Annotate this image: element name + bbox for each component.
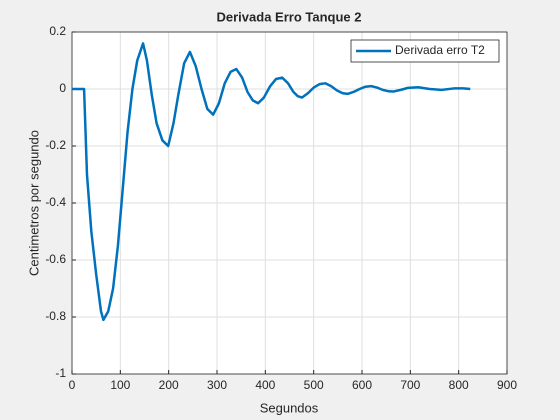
x-tick-label: 300 — [207, 378, 227, 392]
chart-title: Derivada Erro Tanque 2 — [217, 9, 362, 24]
legend-label: Derivada erro T2 — [395, 43, 485, 57]
y-tick-label: -0.8 — [45, 309, 66, 323]
y-tick-label: -0.4 — [45, 195, 66, 209]
x-tick-label: 600 — [352, 378, 372, 392]
legend-box — [350, 39, 500, 63]
x-tick-label: 100 — [110, 378, 130, 392]
y-tick-label: 0.2 — [49, 24, 66, 38]
x-tick-label: 700 — [400, 378, 420, 392]
x-tick-label: 500 — [304, 378, 324, 392]
y-axis-label: Centimetros por segundo — [26, 130, 41, 276]
y-tick-label: 0 — [59, 81, 66, 95]
x-tick-label: 0 — [69, 378, 76, 392]
axes-box — [71, 31, 508, 375]
x-tick-label: 400 — [255, 378, 275, 392]
x-tick-label: 200 — [159, 378, 179, 392]
y-tick-label: -1 — [55, 366, 66, 380]
data-line — [72, 42, 471, 322]
y-tick-label: -0.2 — [45, 138, 66, 152]
y-tick-label: -0.6 — [45, 252, 66, 266]
x-axis-label: Segundos — [260, 400, 319, 415]
x-tick-label: 900 — [497, 378, 517, 392]
x-tick-label: 800 — [449, 378, 469, 392]
